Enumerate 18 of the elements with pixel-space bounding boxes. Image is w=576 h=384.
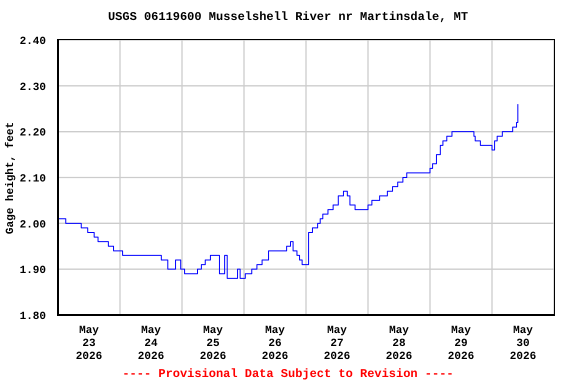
y-tick-label: 2.10	[20, 174, 46, 186]
y-tick-label: 2.00	[20, 219, 46, 232]
x-tick-label: May 23 2026	[76, 325, 102, 363]
x-tick-label: May 29 2026	[448, 325, 474, 363]
y-tick-label: 1.90	[20, 265, 46, 278]
y-tick-label: 2.20	[20, 128, 46, 140]
y-tick-label: 2.40	[20, 36, 46, 48]
chart-title: USGS 06119600 Musselshell River nr Martinsdale, MT	[106, 10, 470, 24]
x-tick-label: May 26 2026	[262, 325, 288, 363]
y-tick-label: 2.30	[20, 82, 46, 94]
text: ---- Provisional Data Subject to Revision ----	[121, 367, 455, 381]
x-tick-label: May 28 2026	[386, 325, 412, 363]
x-tick-label: May 24 2026	[138, 325, 164, 363]
y-axis-title: Gage height, feet	[5, 121, 17, 234]
x-tick-label: May 27 2026	[324, 325, 350, 363]
x-tick-label: May 25 2026	[200, 325, 226, 363]
x-tick-label: May 30 2026	[510, 325, 536, 363]
y-tick-label: 1.80	[20, 311, 46, 323]
